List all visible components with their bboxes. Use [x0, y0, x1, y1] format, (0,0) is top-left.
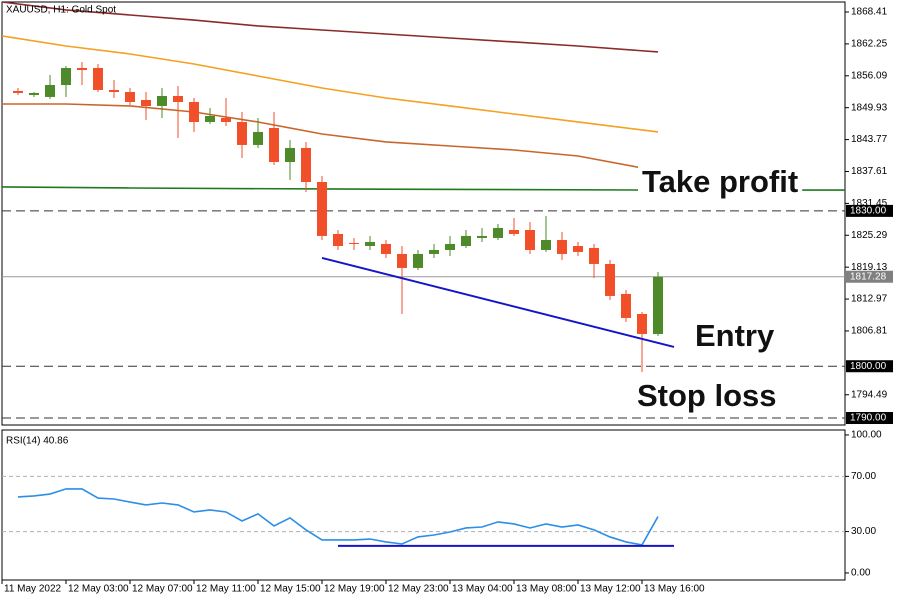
candle-body — [301, 147, 311, 182]
candle-body — [557, 239, 567, 254]
candle-body — [61, 67, 71, 86]
y-tick-label: 1825.29 — [851, 230, 888, 241]
level-label: 1830.00 — [850, 206, 887, 217]
moving-average — [2, 2, 659, 53]
candle-body — [605, 263, 615, 296]
main-panel-frame — [1, 1, 846, 426]
candle-body — [173, 95, 183, 102]
annotation-bg — [633, 378, 781, 414]
rsi-plot — [2, 475, 845, 547]
x-tick-label: 13 May 12:00 — [580, 584, 641, 595]
x-tick-label: 12 May 03:00 — [68, 584, 129, 595]
candle-body — [109, 89, 119, 92]
y-tick-label: 0.00 — [851, 568, 871, 579]
candle-body — [13, 90, 23, 93]
candle-body — [237, 121, 247, 145]
candle-body — [445, 243, 455, 250]
x-tick-label: 13 May 16:00 — [644, 584, 705, 595]
chart-title: XAUUSD, H1: Gold Spot — [6, 5, 116, 16]
y-tick-label: 1862.25 — [851, 39, 888, 50]
candle-body — [397, 253, 407, 268]
x-tick-label: 12 May 15:00 — [260, 584, 321, 595]
candle-body — [477, 235, 487, 238]
candle-body — [349, 242, 359, 244]
labels: XAUUSD, H1: Gold Spot 1868.41 1862.25 1856.… — [1, 5, 893, 595]
x-tick-label: 11 May 2022 — [4, 584, 62, 595]
candle-body — [493, 227, 503, 238]
rsi-line — [17, 488, 659, 546]
level-label-box — [846, 204, 893, 217]
y-tick-label: 1837.61 — [851, 166, 888, 177]
trend-line — [321, 256, 675, 348]
candle-body — [429, 249, 439, 254]
level-label: 1817.28 — [850, 271, 887, 282]
x-tick-label: 13 May 08:00 — [516, 584, 577, 595]
y-tick-label: 1843.77 — [851, 134, 888, 145]
candle-body — [29, 92, 39, 95]
candle-body — [621, 293, 631, 318]
rsi-title: RSI(14) 40.86 — [6, 436, 69, 447]
annotation: Stop loss — [637, 378, 777, 413]
candle-body — [333, 233, 343, 246]
candle-body — [269, 127, 279, 163]
candle-body — [221, 117, 231, 122]
candle-body — [141, 99, 151, 106]
y-tick-label: 1819.13 — [851, 262, 888, 273]
y-tick-label: 1794.49 — [851, 389, 888, 400]
candle-body — [573, 245, 583, 252]
candle-body — [45, 85, 55, 97]
moving-average — [2, 103, 643, 169]
x-tick-label: 12 May 19:00 — [324, 584, 385, 595]
candle-body — [381, 243, 391, 254]
y-tick-label: 1831.45 — [851, 198, 888, 209]
annotation-bg — [638, 164, 803, 200]
y-tick-label: 1856.09 — [851, 70, 888, 81]
rsi-panel-frame — [1, 429, 846, 581]
moving-average — [2, 35, 659, 133]
y-tick-label: 1806.81 — [851, 326, 888, 337]
y-tick-label: 1849.93 — [851, 102, 888, 113]
level-label-box — [846, 360, 893, 373]
candle-body — [77, 67, 87, 70]
main-plot — [2, 2, 845, 419]
level-label-box — [846, 270, 893, 283]
annotation-bg — [691, 318, 779, 354]
y-tick-label: 30.00 — [851, 526, 876, 537]
candle-body — [461, 235, 471, 246]
candle-body — [525, 229, 535, 250]
candle-body — [541, 239, 551, 250]
y-tick-label: 1868.41 — [851, 7, 888, 18]
candle-body — [93, 67, 103, 90]
y-tick-label: 1812.97 — [851, 294, 888, 305]
candle-body — [205, 115, 215, 122]
candle-body — [157, 95, 167, 106]
level-label-box — [846, 412, 893, 425]
annotation: Entry — [695, 318, 775, 353]
candle-body — [509, 229, 519, 234]
y-tick-label: 100.00 — [851, 430, 882, 441]
x-tick-label: 13 May 04:00 — [452, 584, 513, 595]
x-tick-label: 12 May 07:00 — [132, 584, 193, 595]
candle-body — [653, 276, 663, 334]
x-tick-label: 12 May 11:00 — [196, 584, 256, 595]
y-tick-label: 70.00 — [851, 471, 876, 482]
candle-body — [253, 131, 263, 145]
annotation: Take profit — [642, 164, 798, 199]
level-label: 1790.00 — [850, 413, 887, 424]
candle-body — [637, 313, 647, 334]
candle-body — [413, 253, 423, 268]
level-label: 1800.00 — [850, 361, 887, 372]
candle-body — [317, 181, 327, 236]
candle-body — [589, 247, 599, 264]
candle-body — [285, 147, 295, 163]
candle-body — [365, 241, 375, 246]
candle-body — [189, 101, 199, 122]
candle-body — [125, 91, 135, 102]
x-tick-label: 12 May 23:00 — [388, 584, 449, 595]
